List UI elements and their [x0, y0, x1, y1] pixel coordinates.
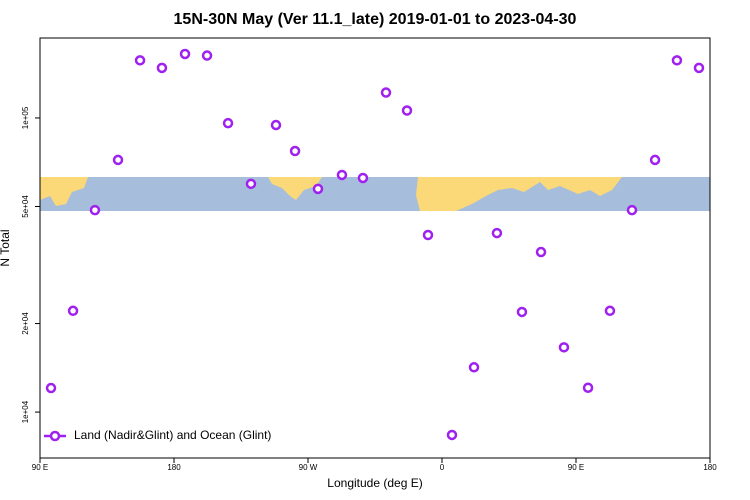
point — [516, 306, 528, 318]
point — [422, 229, 434, 241]
point — [270, 119, 282, 131]
point — [245, 178, 257, 190]
x-tick-label: 90 E — [568, 463, 584, 472]
point — [468, 362, 480, 373]
y-tick-label: 1e+05 — [21, 106, 30, 129]
point — [357, 172, 369, 184]
x-axis-label: Longitude (deg E) — [327, 476, 422, 490]
chart-title: 15N-30N May (Ver 11.1_late) 2019-01-01 t… — [174, 11, 577, 28]
point — [289, 145, 301, 157]
point — [558, 342, 570, 353]
x-tick-label: 180 — [703, 463, 717, 472]
point — [67, 305, 79, 317]
point — [491, 227, 503, 239]
y-tick-label: 2e+04 — [21, 312, 30, 335]
y-tick-label: 5e+04 — [21, 195, 30, 218]
point — [649, 154, 661, 166]
legend-label: Land (Nadir&Glint) and Ocean (Glint) — [74, 428, 271, 442]
point — [89, 204, 101, 216]
point — [134, 55, 146, 66]
point — [222, 117, 234, 129]
x-tick-label: 180 — [167, 463, 181, 472]
point — [401, 105, 413, 116]
point — [446, 429, 458, 441]
point — [45, 382, 57, 394]
point — [582, 382, 594, 393]
point — [312, 183, 324, 195]
point — [535, 246, 547, 258]
x-tick-label: 0 — [440, 463, 445, 472]
x-tick-label: 90 E — [32, 463, 48, 472]
point — [201, 50, 213, 61]
point — [336, 169, 348, 181]
point — [156, 62, 168, 74]
point — [671, 55, 683, 66]
point — [179, 48, 191, 60]
point — [693, 62, 705, 74]
legend-marker — [49, 430, 61, 442]
y-tick-label: 1e+04 — [21, 400, 30, 423]
x-tick-label: 90 W — [299, 463, 318, 472]
map-band — [40, 177, 710, 211]
point — [626, 204, 638, 216]
point — [380, 87, 392, 98]
y-axis-label: N Total — [0, 229, 12, 266]
point — [604, 305, 616, 317]
point — [112, 154, 124, 166]
plot-frame — [39, 37, 711, 459]
